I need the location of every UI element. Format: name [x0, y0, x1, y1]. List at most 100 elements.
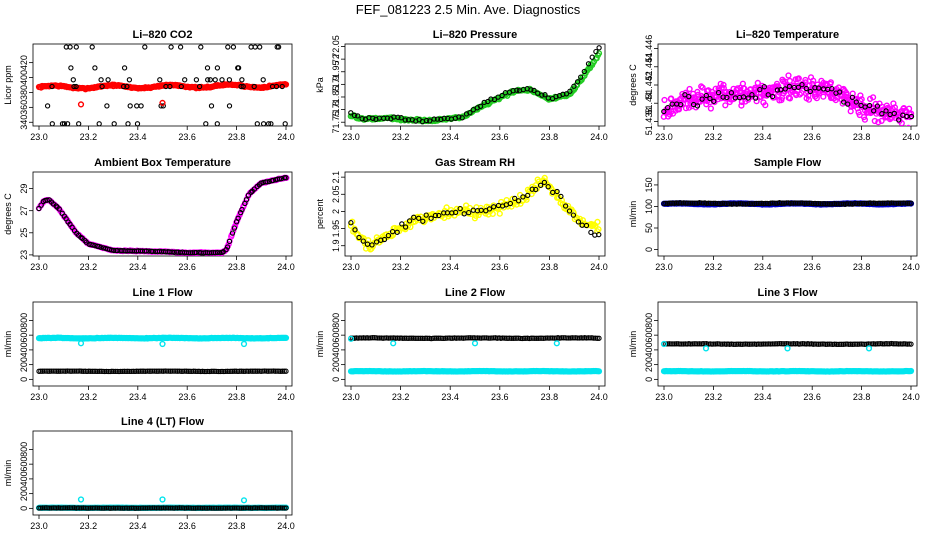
- y-tick-label: 51.44: [644, 92, 654, 115]
- data-point: [813, 95, 820, 102]
- data-point: [45, 368, 51, 374]
- data-point: [805, 96, 813, 103]
- data-point: [61, 505, 67, 511]
- data-point: [57, 368, 63, 374]
- data-point: [98, 368, 104, 374]
- x-tick-label: 23.0: [342, 262, 360, 272]
- data-point: [48, 368, 55, 374]
- y-axis-label: percent: [315, 198, 325, 229]
- series-ambient: [660, 367, 915, 375]
- data-point: [816, 85, 822, 91]
- x-tick-label: 23.4: [754, 392, 772, 402]
- data-point: [214, 505, 220, 511]
- data-point: [773, 341, 779, 347]
- series-sampled: [36, 368, 289, 375]
- data-point: [743, 341, 749, 347]
- y-axis-label: ml/min: [3, 460, 13, 487]
- data-point: [240, 368, 247, 374]
- data-point: [416, 215, 422, 221]
- data-point: [841, 99, 847, 105]
- data-point: [700, 341, 706, 347]
- data-point: [98, 244, 104, 250]
- data-point: [167, 368, 174, 374]
- data-point: [748, 341, 754, 347]
- data-point: [696, 341, 703, 347]
- data-point: [351, 112, 358, 119]
- data-point: [80, 505, 87, 511]
- x-tick-label: 23.2: [392, 262, 410, 272]
- data-point: [203, 368, 209, 375]
- data-point: [134, 505, 140, 511]
- data-point: [434, 116, 441, 122]
- data-point: [489, 335, 495, 341]
- data-point: [718, 341, 724, 347]
- data-point: [436, 212, 442, 219]
- y-tick-label: 71.75: [331, 111, 341, 134]
- data-point: [861, 116, 869, 123]
- data-point: [283, 505, 289, 511]
- data-point: [670, 341, 676, 347]
- data-points: [35, 174, 290, 256]
- panel-title: Ambient Box Temperature: [94, 157, 231, 169]
- data-point: [532, 335, 538, 341]
- data-point: [126, 505, 133, 511]
- data-point: [225, 241, 232, 248]
- figure-title: FEF_081223 2.5 Min. Ave. Diagnostics: [356, 2, 581, 17]
- data-point: [235, 65, 241, 71]
- data-point: [530, 335, 536, 341]
- data-point: [501, 335, 508, 341]
- data-point: [485, 98, 491, 105]
- data-point: [267, 368, 273, 374]
- data-point: [171, 368, 177, 374]
- data-point: [824, 341, 831, 347]
- data-point: [546, 335, 552, 341]
- data-point: [235, 505, 241, 511]
- chart-panel-6: Sample Flow ml/min 23.0 23.2 23.4 23.6 23.8 24.…: [628, 157, 920, 272]
- data-point: [256, 505, 262, 511]
- data-point: [44, 197, 50, 203]
- data-point: [215, 368, 222, 375]
- data-point: [238, 83, 244, 90]
- data-point: [891, 104, 899, 111]
- data-point: [203, 505, 209, 511]
- data-point: [208, 103, 215, 109]
- y-tick-label: 50: [644, 223, 654, 233]
- data-point: [801, 200, 808, 206]
- data-point: [691, 200, 697, 206]
- data-point: [467, 110, 473, 116]
- series-sampled: [36, 505, 289, 511]
- data-point: [38, 505, 44, 511]
- y-tick-label: 71.85: [331, 86, 341, 109]
- data-point: [128, 368, 135, 375]
- y-tick-label: 29: [19, 184, 29, 194]
- data-point: [381, 236, 388, 243]
- y-tick-label: 0: [644, 377, 654, 382]
- outlier-point: [159, 496, 166, 503]
- data-point: [901, 200, 907, 206]
- data-point: [803, 85, 809, 92]
- x-tick-label: 23.6: [803, 132, 821, 142]
- data-point: [749, 92, 755, 98]
- data-point: [265, 121, 272, 126]
- data-point: [120, 83, 127, 90]
- data-point: [875, 119, 882, 126]
- y-tick-label: 1.95: [331, 220, 341, 238]
- data-point: [723, 200, 729, 207]
- data-point: [148, 368, 154, 374]
- data-point: [87, 368, 94, 374]
- data-point: [77, 505, 83, 511]
- data-point: [212, 368, 218, 374]
- data-point: [491, 204, 497, 210]
- data-point: [272, 368, 278, 374]
- x-tick-label: 23.6: [178, 262, 196, 272]
- data-point: [682, 200, 688, 206]
- data-point: [359, 116, 365, 122]
- data-point: [240, 505, 247, 511]
- data-point: [389, 335, 395, 341]
- data-point: [52, 505, 58, 511]
- data-point: [182, 368, 188, 374]
- data-point: [186, 250, 192, 256]
- data-point: [128, 505, 135, 511]
- data-point: [715, 89, 722, 96]
- y-tick-label: 71.95: [331, 60, 341, 83]
